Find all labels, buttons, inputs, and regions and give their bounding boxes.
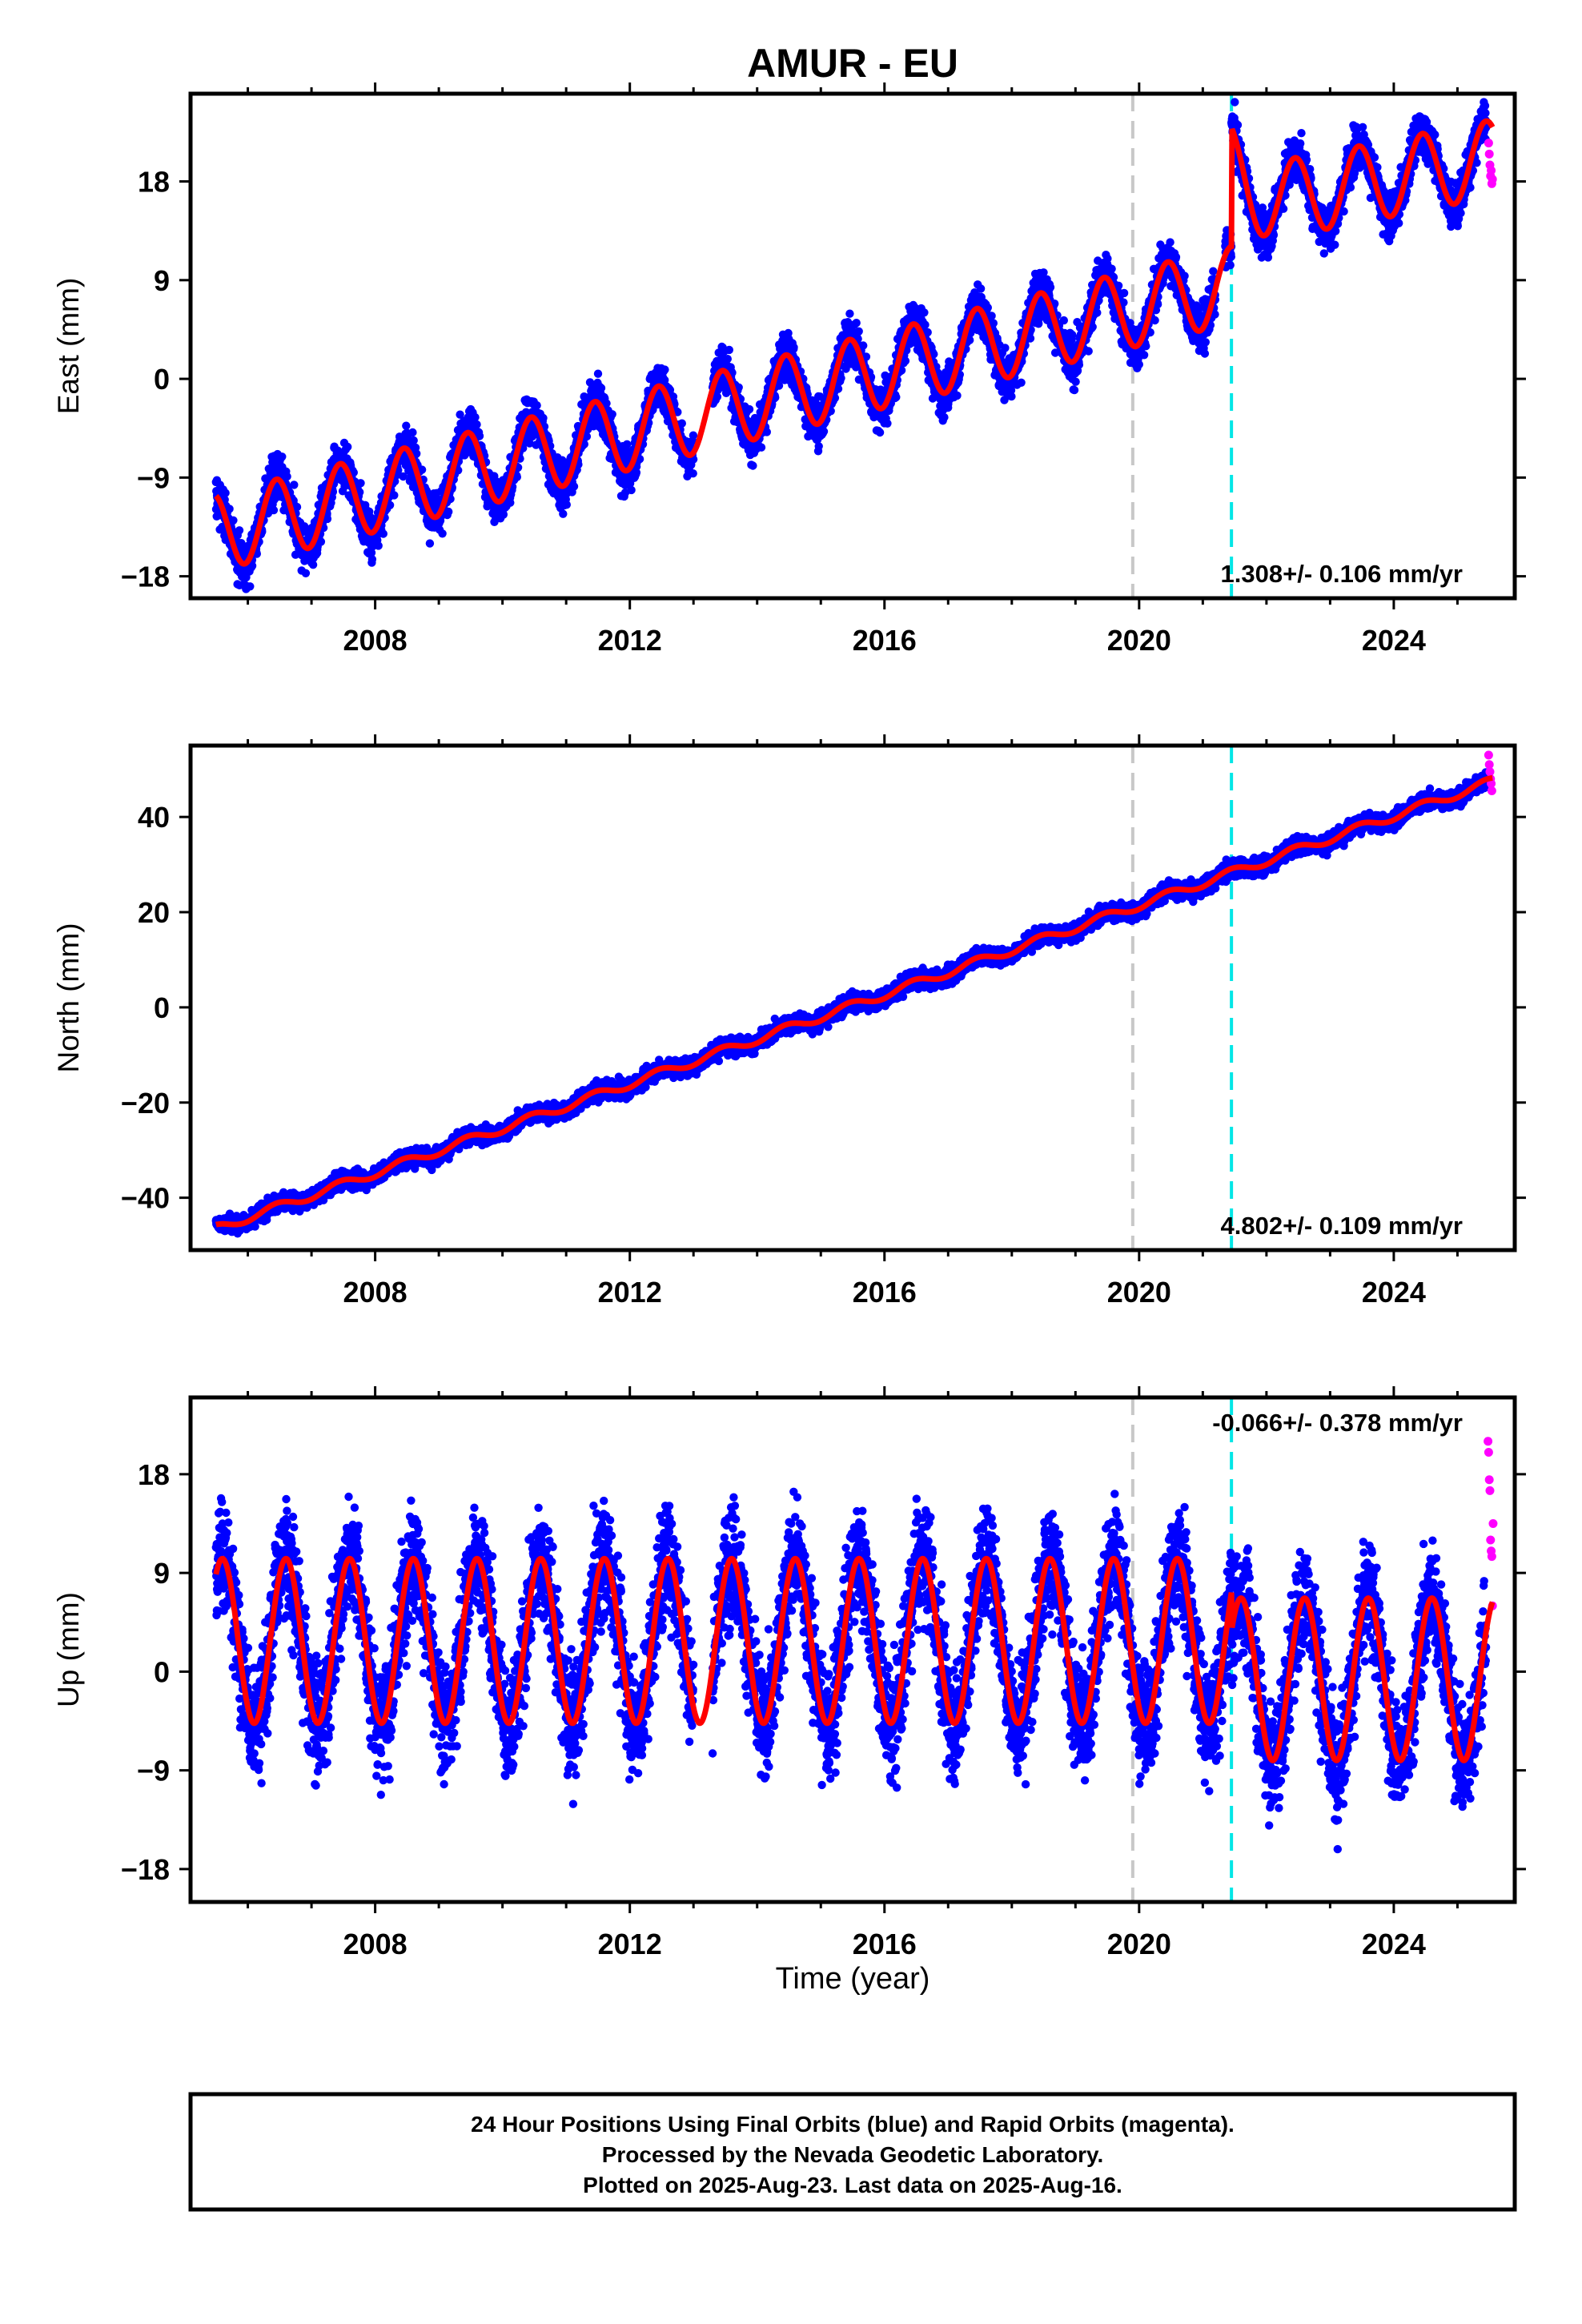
final-orbit-point <box>499 510 508 519</box>
final-orbit-point <box>1001 344 1010 352</box>
final-orbit-point <box>859 341 868 350</box>
final-orbit-point <box>444 507 453 517</box>
final-orbit-point <box>506 498 515 507</box>
final-orbit-point <box>814 442 823 451</box>
final-orbit-point <box>323 514 332 524</box>
final-orbit-point <box>875 428 885 437</box>
final-orbit-point <box>425 539 435 548</box>
final-orbit-point <box>374 541 383 550</box>
final-orbit-point <box>1070 385 1079 395</box>
final-orbit-point <box>602 399 611 408</box>
final-orbit-point <box>278 452 287 461</box>
final-orbit-point <box>596 384 606 392</box>
final-orbit-point <box>723 355 732 364</box>
final-orbit-point <box>749 461 757 470</box>
final-orbit-point <box>532 401 541 410</box>
final-orbit-point <box>1059 316 1069 325</box>
final-orbit-point <box>390 491 399 500</box>
final-orbit-point <box>475 432 484 440</box>
final-orbit-point <box>308 561 318 569</box>
final-orbit-point <box>367 555 377 564</box>
final-orbit-point <box>229 516 238 525</box>
final-orbit-point <box>677 419 686 428</box>
final-orbit-point <box>221 489 230 497</box>
final-orbit-point <box>883 419 892 428</box>
final-orbit-point <box>316 537 326 546</box>
final-orbit-point <box>525 439 534 448</box>
final-orbit-point <box>725 345 733 355</box>
final-orbit-point <box>246 582 255 591</box>
final-orbit-point <box>559 509 568 518</box>
final-orbit-point <box>301 569 311 577</box>
final-orbit-point <box>343 442 352 452</box>
final-orbit-point <box>987 312 996 320</box>
final-orbit-point <box>356 479 365 488</box>
final-orbit-point <box>837 374 845 383</box>
final-orbit-point <box>283 472 291 481</box>
final-orbit-point <box>1007 392 1016 401</box>
final-orbit-point <box>1071 377 1080 386</box>
final-orbit-point <box>269 505 279 515</box>
final-orbit-point <box>247 561 257 570</box>
final-orbit-point <box>292 502 302 512</box>
final-orbit-point <box>845 309 854 318</box>
final-orbit-point <box>512 472 521 481</box>
final-orbit-point <box>976 284 986 293</box>
final-orbit-points <box>211 98 1491 593</box>
final-orbit-point <box>417 465 427 474</box>
final-orbit-point <box>409 436 418 445</box>
final-orbit-point <box>689 469 697 478</box>
final-orbit-point <box>472 420 481 429</box>
final-orbit-point <box>623 440 632 448</box>
final-orbit-point <box>1093 308 1102 317</box>
final-orbit-point <box>402 421 411 430</box>
final-orbit-point <box>983 304 993 312</box>
final-orbit-point <box>852 319 861 328</box>
final-orbit-point <box>438 529 447 538</box>
final-orbit-point <box>745 404 754 414</box>
final-orbit-point <box>569 482 579 491</box>
final-orbit-point <box>408 428 417 437</box>
final-orbit-point <box>608 410 616 419</box>
final-orbit-point <box>235 526 244 535</box>
final-orbit-point <box>661 365 669 374</box>
final-orbit-point <box>385 501 395 509</box>
final-orbit-point <box>1046 283 1055 292</box>
final-orbit-point <box>689 431 698 440</box>
final-orbit-point <box>757 443 766 452</box>
final-orbit-point <box>940 412 949 422</box>
final-orbit-point <box>379 529 387 538</box>
final-orbit-point <box>892 392 901 402</box>
final-orbit-point <box>582 432 592 441</box>
final-orbit-point <box>471 412 480 422</box>
final-orbit-point <box>953 391 962 400</box>
figure-title: AMUR - EU <box>747 41 958 86</box>
final-orbit-point <box>412 449 421 458</box>
plot-area <box>211 94 1497 598</box>
final-orbit-point <box>627 485 636 495</box>
final-orbit-point <box>290 480 299 489</box>
final-orbit-point <box>854 327 863 336</box>
final-orbit-point <box>1084 347 1093 356</box>
final-orbit-point <box>921 320 930 329</box>
final-orbit-point <box>593 369 603 378</box>
final-orbit-point <box>1017 378 1026 387</box>
final-orbit-point <box>399 472 408 481</box>
final-orbit-point <box>1068 330 1077 340</box>
final-orbit-point <box>225 505 234 513</box>
final-orbit-point <box>456 410 464 419</box>
final-orbit-point <box>901 356 910 365</box>
final-orbit-point <box>789 343 798 352</box>
final-orbit-point <box>562 501 571 509</box>
final-orbit-point <box>367 549 376 557</box>
final-orbit-point <box>920 308 929 317</box>
final-orbit-point <box>539 413 548 423</box>
final-orbit-point <box>1026 334 1035 343</box>
final-orbit-point <box>819 427 829 436</box>
